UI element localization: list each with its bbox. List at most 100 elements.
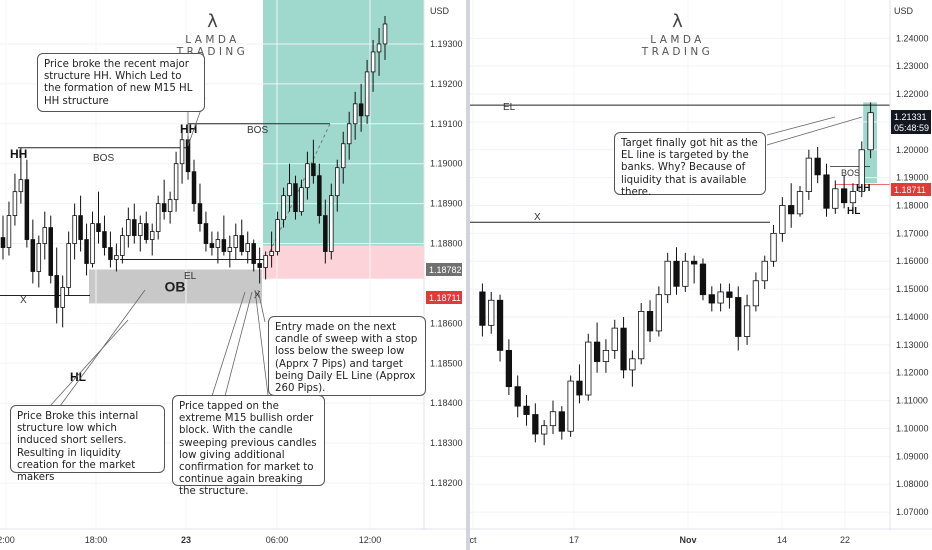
- candle: [770, 225, 777, 267]
- candle: [585, 333, 592, 401]
- candle-body-bear: [323, 215, 328, 252]
- bos-left-label: BOS: [93, 153, 114, 164]
- candle: [299, 179, 304, 216]
- candle-body-bull: [340, 143, 346, 169]
- candle-body-bull: [761, 260, 768, 282]
- candle: [18, 147, 24, 204]
- price-tick-label: 1.08000: [896, 479, 929, 489]
- time-tick-label: 2:00: [0, 535, 15, 545]
- candle-body-bull: [655, 294, 662, 332]
- chart-right-daily[interactable]: EL X BOS HH HL 1.24000 1.23000 1.22000 1.21…: [470, 0, 932, 550]
- candle-body-bear: [54, 275, 59, 308]
- candle: [221, 215, 227, 256]
- candle: [682, 252, 689, 292]
- candle: [358, 83, 364, 132]
- candle-body-bull: [114, 255, 119, 260]
- candle-body-bull: [638, 311, 645, 360]
- note-target: Target finally got hit as the EL line is…: [614, 132, 766, 198]
- note-order-block: Price tapped on the extreme M15 bullish …: [172, 395, 325, 497]
- candle: [717, 283, 724, 312]
- price-tick-label: 1.18400: [430, 398, 463, 408]
- candle: [664, 252, 671, 304]
- candle-body-bear: [239, 235, 245, 252]
- candle: [364, 59, 370, 124]
- candle-body-bear: [479, 291, 486, 326]
- candle: [646, 300, 654, 343]
- right-brand-name: LAMDA TRADING: [641, 34, 714, 58]
- el-label: EL: [184, 271, 197, 282]
- candle-body-bear: [735, 297, 742, 337]
- candle: [567, 375, 574, 437]
- price-tick-label: 1.18800: [430, 239, 463, 249]
- time-tick-label: 18:00: [85, 535, 108, 545]
- candle: [340, 131, 346, 184]
- candle-body-bull: [245, 243, 250, 252]
- candle-body-bull: [858, 149, 865, 192]
- candle: [138, 215, 143, 252]
- candle: [796, 186, 804, 217]
- candle: [251, 239, 256, 272]
- candle-body-bull: [629, 358, 636, 371]
- candle: [161, 179, 167, 220]
- time-tick-label: 22: [840, 535, 850, 545]
- candle: [743, 294, 751, 345]
- candle-body-bear: [788, 205, 795, 215]
- stop-price-badge: 1.18711: [426, 291, 462, 304]
- candle: [108, 231, 113, 268]
- candle-body-bear: [108, 247, 113, 260]
- candle: [673, 247, 680, 295]
- candle: [155, 195, 161, 240]
- candle: [858, 141, 865, 198]
- candle: [505, 339, 513, 396]
- candle-body-bear: [161, 203, 167, 213]
- candle: [257, 247, 262, 284]
- candle: [120, 227, 125, 264]
- right-bos-label: BOS: [841, 168, 860, 178]
- price-tick-label: 1.19200: [430, 79, 463, 89]
- left-time-axis[interactable]: 2:00 18:00 23 06:00 12:00: [0, 535, 381, 545]
- candle: [233, 223, 239, 260]
- price-tick-label: 1.22000: [896, 89, 929, 99]
- candle-body-bull: [585, 341, 592, 396]
- right-time-axis[interactable]: ct 17 Nov 14 22: [470, 535, 850, 545]
- stop-zone: [263, 245, 424, 279]
- candle: [352, 91, 358, 140]
- price-tick-label: 1.11000: [896, 396, 928, 406]
- candle-body-bear: [691, 260, 698, 265]
- candle: [54, 247, 59, 324]
- candle: [523, 395, 530, 426]
- price-tick-label: 1.19300: [430, 39, 463, 49]
- candle: [346, 111, 352, 160]
- candle-body-bull: [664, 260, 671, 296]
- candle-body-bull: [72, 215, 77, 244]
- candle: [114, 243, 119, 272]
- candle: [840, 174, 848, 209]
- right-price-axis[interactable]: 1.240001.230001.220001.210001.200001.190…: [896, 33, 929, 517]
- candle-body-bull: [611, 327, 618, 351]
- candle-body-bull: [66, 243, 71, 288]
- candle: [496, 294, 504, 362]
- price-tick-label: 1.17000: [896, 228, 929, 238]
- panel-divider: [466, 0, 470, 550]
- candle: [6, 201, 12, 256]
- time-tick-label: 06:00: [266, 535, 289, 545]
- price-tick-label: 1.20000: [896, 145, 929, 155]
- candle-body-bear: [311, 163, 316, 177]
- candle-body-bull: [488, 299, 495, 326]
- candle: [60, 275, 65, 328]
- candle-body-bear: [523, 405, 530, 415]
- candle: [173, 151, 179, 212]
- candle-body-bull: [335, 167, 340, 197]
- left-price-axis[interactable]: 1.19300 1.19200 1.19100 1.19000 1.18900 1.188…: [430, 39, 463, 488]
- candle: [611, 319, 618, 359]
- right-brand: λ LAMDA TRADING: [615, 12, 740, 59]
- candle: [655, 286, 662, 337]
- candle-body-bull: [6, 215, 12, 248]
- candle-body-bull: [227, 247, 233, 252]
- candle: [514, 375, 521, 418]
- candle-body-bear: [0, 237, 6, 248]
- candle: [593, 322, 601, 373]
- hh-left-label: HH: [10, 147, 27, 161]
- left-callout-lines: [49, 94, 269, 407]
- candle-body-bear: [576, 380, 583, 396]
